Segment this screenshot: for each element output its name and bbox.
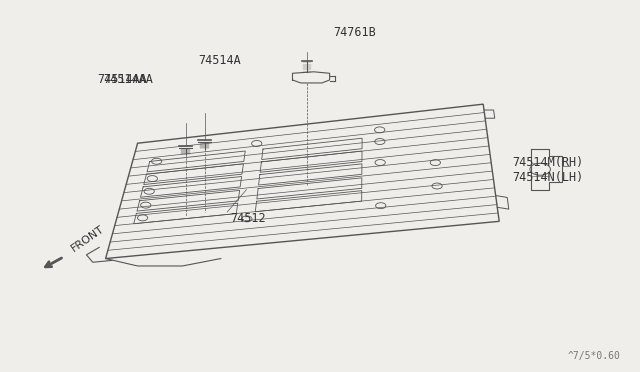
Text: 74514A: 74514A	[198, 54, 241, 67]
Text: ^7/5*0.60: ^7/5*0.60	[568, 351, 621, 361]
Text: FRONT: FRONT	[69, 224, 106, 254]
Text: 74514N(LH): 74514N(LH)	[512, 171, 583, 184]
Text: 74514AA: 74514AA	[104, 73, 154, 86]
Text: 74514AA: 74514AA	[97, 73, 147, 86]
Text: 74514M(RH): 74514M(RH)	[512, 156, 583, 169]
Text: 74512: 74512	[230, 212, 266, 225]
Text: 74761B: 74761B	[333, 26, 376, 39]
